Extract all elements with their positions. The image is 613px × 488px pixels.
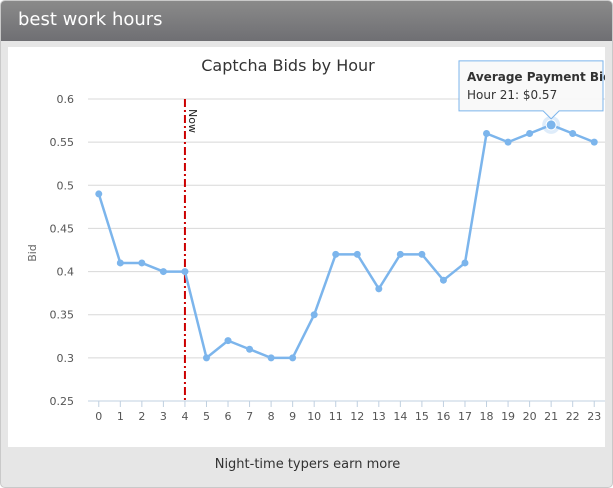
y-tick-label: 0.5 <box>57 179 75 192</box>
y-tick-label: 0.6 <box>57 93 75 106</box>
footer-caption: Night-time typers earn more <box>214 457 401 472</box>
tooltip-box <box>458 60 604 120</box>
grid-lines <box>88 98 605 402</box>
x-tick-label: 3 <box>160 410 167 423</box>
chart-title: Captcha Bids by Hour <box>201 56 375 75</box>
data-point[interactable] <box>418 250 426 258</box>
x-tick-label: 5 <box>203 410 210 423</box>
x-tick-label: 2 <box>138 410 145 423</box>
x-tick-label: 9 <box>289 410 296 423</box>
data-point[interactable] <box>95 190 103 198</box>
data-point[interactable] <box>159 268 167 276</box>
data-point[interactable] <box>289 354 297 362</box>
y-tick-label: 0.4 <box>57 266 75 279</box>
tooltip-text: Hour 21: $0.57 <box>467 88 557 102</box>
data-point[interactable] <box>569 130 577 138</box>
tooltip-title: Average Payment Bid <box>467 70 605 84</box>
x-tick-label: 15 <box>415 410 429 423</box>
data-point[interactable] <box>310 311 318 319</box>
data-point[interactable] <box>526 130 534 138</box>
y-tick-label: 0.25 <box>50 395 75 408</box>
now-plot-line: Now <box>183 99 199 401</box>
x-tick-label: 1 <box>117 410 124 423</box>
x-tick-label: 13 <box>372 410 386 423</box>
data-point[interactable] <box>461 259 469 267</box>
data-point[interactable] <box>202 354 210 362</box>
data-point[interactable] <box>246 345 254 353</box>
series-line <box>97 123 595 360</box>
x-tick-label: 22 <box>566 410 580 423</box>
data-point[interactable] <box>504 138 512 146</box>
x-tick-label: 20 <box>523 410 537 423</box>
y-axis-label: Bid <box>26 244 39 262</box>
x-tick-label: 23 <box>587 410 601 423</box>
x-tick-label: 16 <box>436 410 450 423</box>
widget-title: best work hours <box>18 9 163 30</box>
x-tick-label: 12 <box>350 410 364 423</box>
data-point[interactable] <box>483 130 491 138</box>
x-tick-label: 8 <box>268 410 275 423</box>
y-tick-label: 0.35 <box>50 309 75 322</box>
now-label: Now <box>186 109 199 133</box>
data-point[interactable] <box>590 138 598 146</box>
tooltip: Average Payment Bid Hour 21: $0.57 <box>458 60 612 120</box>
x-tick-label: 17 <box>458 410 472 423</box>
x-tick-label: 6 <box>225 410 232 423</box>
x-tick-label: 11 <box>329 410 343 423</box>
x-tick-label: 14 <box>393 410 407 423</box>
series-average-payment-bid <box>95 115 598 362</box>
data-point[interactable] <box>353 250 361 258</box>
y-tick-label: 0.55 <box>50 136 75 149</box>
data-point[interactable] <box>375 285 383 293</box>
y-tick-label: 0.3 <box>57 352 75 365</box>
x-tick-label: 0 <box>95 410 102 423</box>
x-tick-label: 21 <box>544 410 558 423</box>
x-tick-label: 19 <box>501 410 515 423</box>
y-axis-ticks: 0.25 0.3 0.35 0.4 0.45 0.5 0.55 0.6 <box>50 93 75 408</box>
line-chart: Captcha Bids by Hour Bid 0.250.30.350.40… <box>26 56 612 423</box>
data-point[interactable] <box>332 250 340 258</box>
data-point[interactable] <box>181 268 189 276</box>
data-point[interactable] <box>224 337 232 345</box>
x-tick-label: 4 <box>181 410 188 423</box>
widget-header: best work hours <box>1 1 612 41</box>
data-point[interactable] <box>138 259 146 267</box>
data-point[interactable] <box>545 119 557 131</box>
data-point[interactable] <box>267 354 275 362</box>
x-tick-label: 7 <box>246 410 253 423</box>
chart-panel: Captcha Bids by Hour Bid 0.25 0.3 0.35 0.4 0… <box>8 47 612 447</box>
x-axis-ticks: 0 1 2 3 4 5 6 7 8 9 10 11 12 13 14 15 16 17 18 19 20 21 22 23 <box>95 401 601 423</box>
data-point[interactable] <box>116 259 124 267</box>
data-point[interactable] <box>396 250 404 258</box>
x-tick-label: 18 <box>480 410 494 423</box>
y-tick-label: 0.45 <box>50 222 75 235</box>
data-point[interactable] <box>439 276 447 284</box>
x-tick-label: 10 <box>307 410 321 423</box>
